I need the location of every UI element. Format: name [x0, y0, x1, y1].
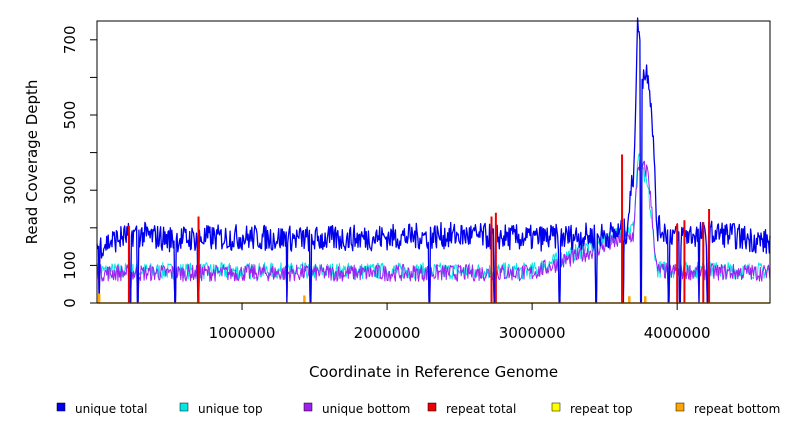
axes: 0 100 300 500 700 1000000 2000000 3000000 400000…	[61, 20, 771, 342]
y-tick-label: 300	[61, 176, 79, 205]
legend-swatch	[427, 402, 437, 412]
legend-label: unique total	[75, 402, 147, 416]
legend-label: repeat total	[446, 402, 516, 416]
y-tick-label: 100	[61, 251, 79, 280]
y-tick-label: 700	[61, 25, 79, 54]
legend-swatch	[56, 402, 66, 412]
plot-area	[96, 17, 771, 304]
legend-label: unique bottom	[322, 402, 410, 416]
legend-label: repeat bottom	[694, 402, 780, 416]
x-tick-label: 3000000	[499, 324, 566, 342]
series-line-unique-total	[96, 17, 771, 304]
legend-swatch	[303, 402, 313, 412]
legend-swatch	[551, 402, 561, 412]
legend-swatch	[675, 402, 685, 412]
legend-label: unique top	[198, 402, 263, 416]
y-tick-label: 0	[61, 298, 79, 308]
plot-frame	[96, 20, 771, 304]
x-tick-label: 4000000	[644, 324, 711, 342]
x-tick-label: 2000000	[354, 324, 421, 342]
legend: unique total unique top unique bottom repea…	[56, 402, 780, 416]
legend-swatch	[179, 402, 189, 412]
x-axis-title: Coordinate in Reference Genome	[309, 363, 558, 381]
y-axis-title: Read Coverage Depth	[23, 80, 41, 245]
y-tick-label: 500	[61, 101, 79, 130]
legend-label: repeat top	[570, 402, 633, 416]
x-tick-label: 1000000	[209, 324, 276, 342]
series-line-unique-bottom	[96, 158, 771, 304]
